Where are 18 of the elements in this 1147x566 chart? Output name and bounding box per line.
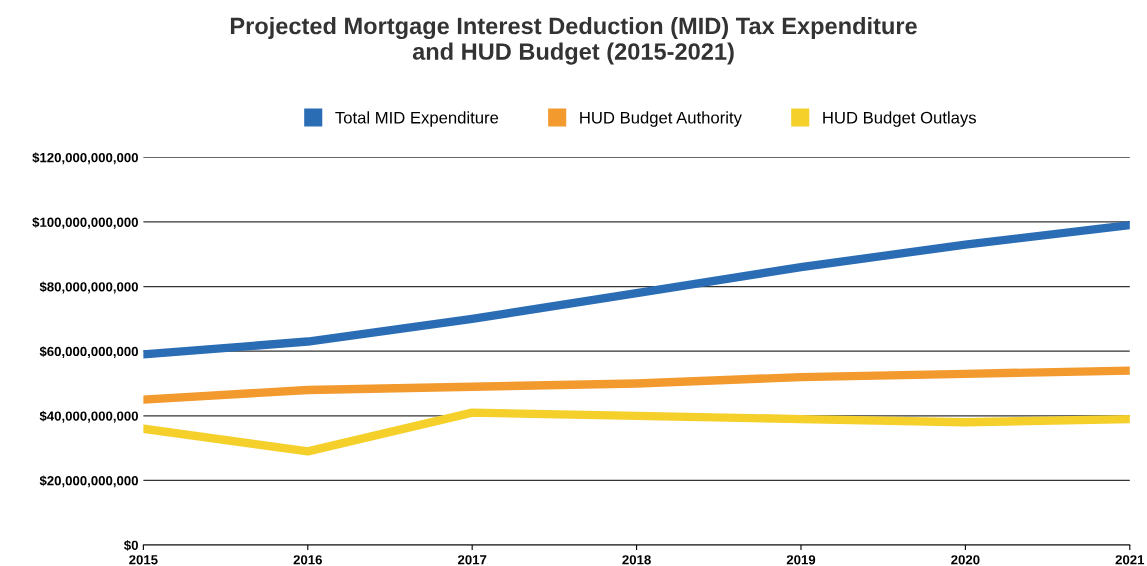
x-tick-label: 2018: [622, 555, 651, 565]
y-tick-label: $120,000,000,000: [32, 152, 138, 165]
y-tick-label: $60,000,000,000: [39, 346, 138, 359]
chart-title: Projected Mortgage Interest Deduction (MID) Tax Expenditure and HUD Budget (2015-2021): [230, 16, 917, 65]
legend-label: Total MID Expenditure: [335, 111, 499, 127]
legend-label: HUD Budget Outlays: [823, 111, 976, 127]
x-tick-label: 2021: [1115, 555, 1145, 565]
x-tick-label: 2019: [786, 555, 816, 565]
x-tick-label: 2020: [951, 555, 980, 565]
x-tick-label: 2017: [457, 555, 487, 565]
y-tick-label: $80,000,000,000: [39, 281, 138, 294]
x-tick-label: 2016: [293, 555, 322, 565]
y-tick-label: $20,000,000,000: [39, 475, 138, 488]
legend-label: HUD Budget Authority: [580, 111, 742, 127]
x-tick-label: 2015: [129, 555, 158, 565]
y-tick-label: $100,000,000,000: [32, 216, 138, 229]
y-tick-label: $0: [124, 540, 138, 551]
y-tick-label: $40,000,000,000: [39, 410, 138, 423]
